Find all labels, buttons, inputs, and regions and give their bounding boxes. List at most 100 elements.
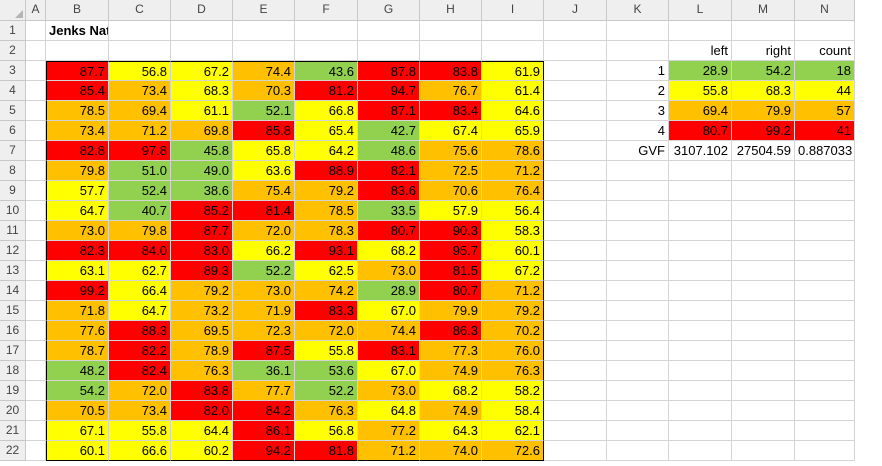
data-cell[interactable]: 51.0: [109, 161, 171, 181]
row-header-22[interactable]: 22: [0, 441, 26, 461]
data-cell[interactable]: 67.1: [46, 421, 109, 441]
data-cell[interactable]: 66.8: [295, 101, 358, 121]
break-left-value[interactable]: 69.4: [669, 101, 732, 121]
data-cell[interactable]: 75.4: [233, 181, 295, 201]
row-header-8[interactable]: 8: [0, 161, 26, 181]
cell-k20[interactable]: [607, 401, 669, 421]
cell-b2[interactable]: [46, 41, 109, 61]
data-cell[interactable]: 61.1: [171, 101, 233, 121]
data-cell[interactable]: 79.9: [420, 301, 482, 321]
column-header-m[interactable]: M: [732, 0, 795, 21]
cell-k8[interactable]: [607, 161, 669, 181]
data-cell[interactable]: 76.0: [482, 341, 544, 361]
data-cell[interactable]: 36.1: [233, 361, 295, 381]
cell-j19[interactable]: [544, 381, 607, 401]
row-header-2[interactable]: 2: [0, 41, 26, 61]
cell-a4[interactable]: [26, 81, 46, 101]
row-header-1[interactable]: 1: [0, 21, 26, 41]
data-cell[interactable]: 45.8: [171, 141, 233, 161]
row-header-19[interactable]: 19: [0, 381, 26, 401]
data-cell[interactable]: 74.9: [420, 401, 482, 421]
data-cell[interactable]: 56.8: [109, 61, 171, 81]
cell-a16[interactable]: [26, 321, 46, 341]
cell-h1[interactable]: [420, 21, 482, 41]
cell-m22[interactable]: [732, 441, 795, 461]
row-header-15[interactable]: 15: [0, 301, 26, 321]
data-cell[interactable]: 78.5: [46, 101, 109, 121]
break-class-id[interactable]: 4: [607, 121, 669, 141]
cell-n22[interactable]: [795, 441, 855, 461]
cell-a13[interactable]: [26, 261, 46, 281]
data-cell[interactable]: 81.8: [295, 441, 358, 461]
data-cell[interactable]: 83.8: [420, 61, 482, 81]
data-cell[interactable]: 72.5: [420, 161, 482, 181]
column-header-b[interactable]: B: [46, 0, 109, 21]
data-cell[interactable]: 71.8: [46, 301, 109, 321]
cell-a22[interactable]: [26, 441, 46, 461]
data-cell[interactable]: 86.1: [233, 421, 295, 441]
data-cell[interactable]: 73.4: [109, 401, 171, 421]
cell-l19[interactable]: [669, 381, 732, 401]
gvf-label[interactable]: GVF: [607, 141, 669, 161]
data-cell[interactable]: 64.8: [358, 401, 420, 421]
cell-j18[interactable]: [544, 361, 607, 381]
cell-m15[interactable]: [732, 301, 795, 321]
cell-f2[interactable]: [295, 41, 358, 61]
cell-a20[interactable]: [26, 401, 46, 421]
cell-m8[interactable]: [732, 161, 795, 181]
cell-a10[interactable]: [26, 201, 46, 221]
data-cell[interactable]: 81.2: [295, 81, 358, 101]
break-count-value[interactable]: 41: [795, 121, 855, 141]
row-header-9[interactable]: 9: [0, 181, 26, 201]
data-cell[interactable]: 71.2: [482, 161, 544, 181]
cell-n8[interactable]: [795, 161, 855, 181]
data-cell[interactable]: 87.7: [46, 61, 109, 81]
data-cell[interactable]: 66.6: [109, 441, 171, 461]
cell-l17[interactable]: [669, 341, 732, 361]
row-header-5[interactable]: 5: [0, 101, 26, 121]
data-cell[interactable]: 28.9: [358, 281, 420, 301]
cell-m21[interactable]: [732, 421, 795, 441]
column-header-l[interactable]: L: [669, 0, 732, 21]
cell-j22[interactable]: [544, 441, 607, 461]
data-cell[interactable]: 71.2: [482, 281, 544, 301]
break-right-value[interactable]: 99.2: [732, 121, 795, 141]
cell-m14[interactable]: [732, 281, 795, 301]
cell-n16[interactable]: [795, 321, 855, 341]
data-cell[interactable]: 65.8: [233, 141, 295, 161]
cell-a3[interactable]: [26, 61, 46, 81]
data-cell[interactable]: 56.4: [482, 201, 544, 221]
break-left-value[interactable]: 55.8: [669, 81, 732, 101]
cell-j4[interactable]: [544, 81, 607, 101]
data-cell[interactable]: 62.7: [109, 261, 171, 281]
row-header-7[interactable]: 7: [0, 141, 26, 161]
cell-a5[interactable]: [26, 101, 46, 121]
data-cell[interactable]: 52.2: [233, 261, 295, 281]
break-right-value[interactable]: 79.9: [732, 101, 795, 121]
data-cell[interactable]: 95.7: [420, 241, 482, 261]
break-class-id[interactable]: 3: [607, 101, 669, 121]
data-cell[interactable]: 68.3: [171, 81, 233, 101]
cell-g2[interactable]: [358, 41, 420, 61]
row-header-3[interactable]: 3: [0, 61, 26, 81]
data-cell[interactable]: 93.1: [295, 241, 358, 261]
data-cell[interactable]: 83.8: [171, 381, 233, 401]
data-cell[interactable]: 82.8: [46, 141, 109, 161]
cell-m16[interactable]: [732, 321, 795, 341]
cell-j14[interactable]: [544, 281, 607, 301]
data-cell[interactable]: 94.7: [358, 81, 420, 101]
cell-m9[interactable]: [732, 181, 795, 201]
column-header-e[interactable]: E: [233, 0, 295, 21]
cell-a21[interactable]: [26, 421, 46, 441]
cell-j2[interactable]: [544, 41, 607, 61]
cell-j7[interactable]: [544, 141, 607, 161]
data-cell[interactable]: 58.2: [482, 381, 544, 401]
column-header-a[interactable]: A: [26, 0, 46, 21]
cell-n11[interactable]: [795, 221, 855, 241]
cell-k19[interactable]: [607, 381, 669, 401]
gvf-count-value[interactable]: 0.887033: [795, 141, 855, 161]
cell-n9[interactable]: [795, 181, 855, 201]
data-cell[interactable]: 79.8: [109, 221, 171, 241]
data-cell[interactable]: 53.6: [295, 361, 358, 381]
data-cell[interactable]: 82.2: [109, 341, 171, 361]
